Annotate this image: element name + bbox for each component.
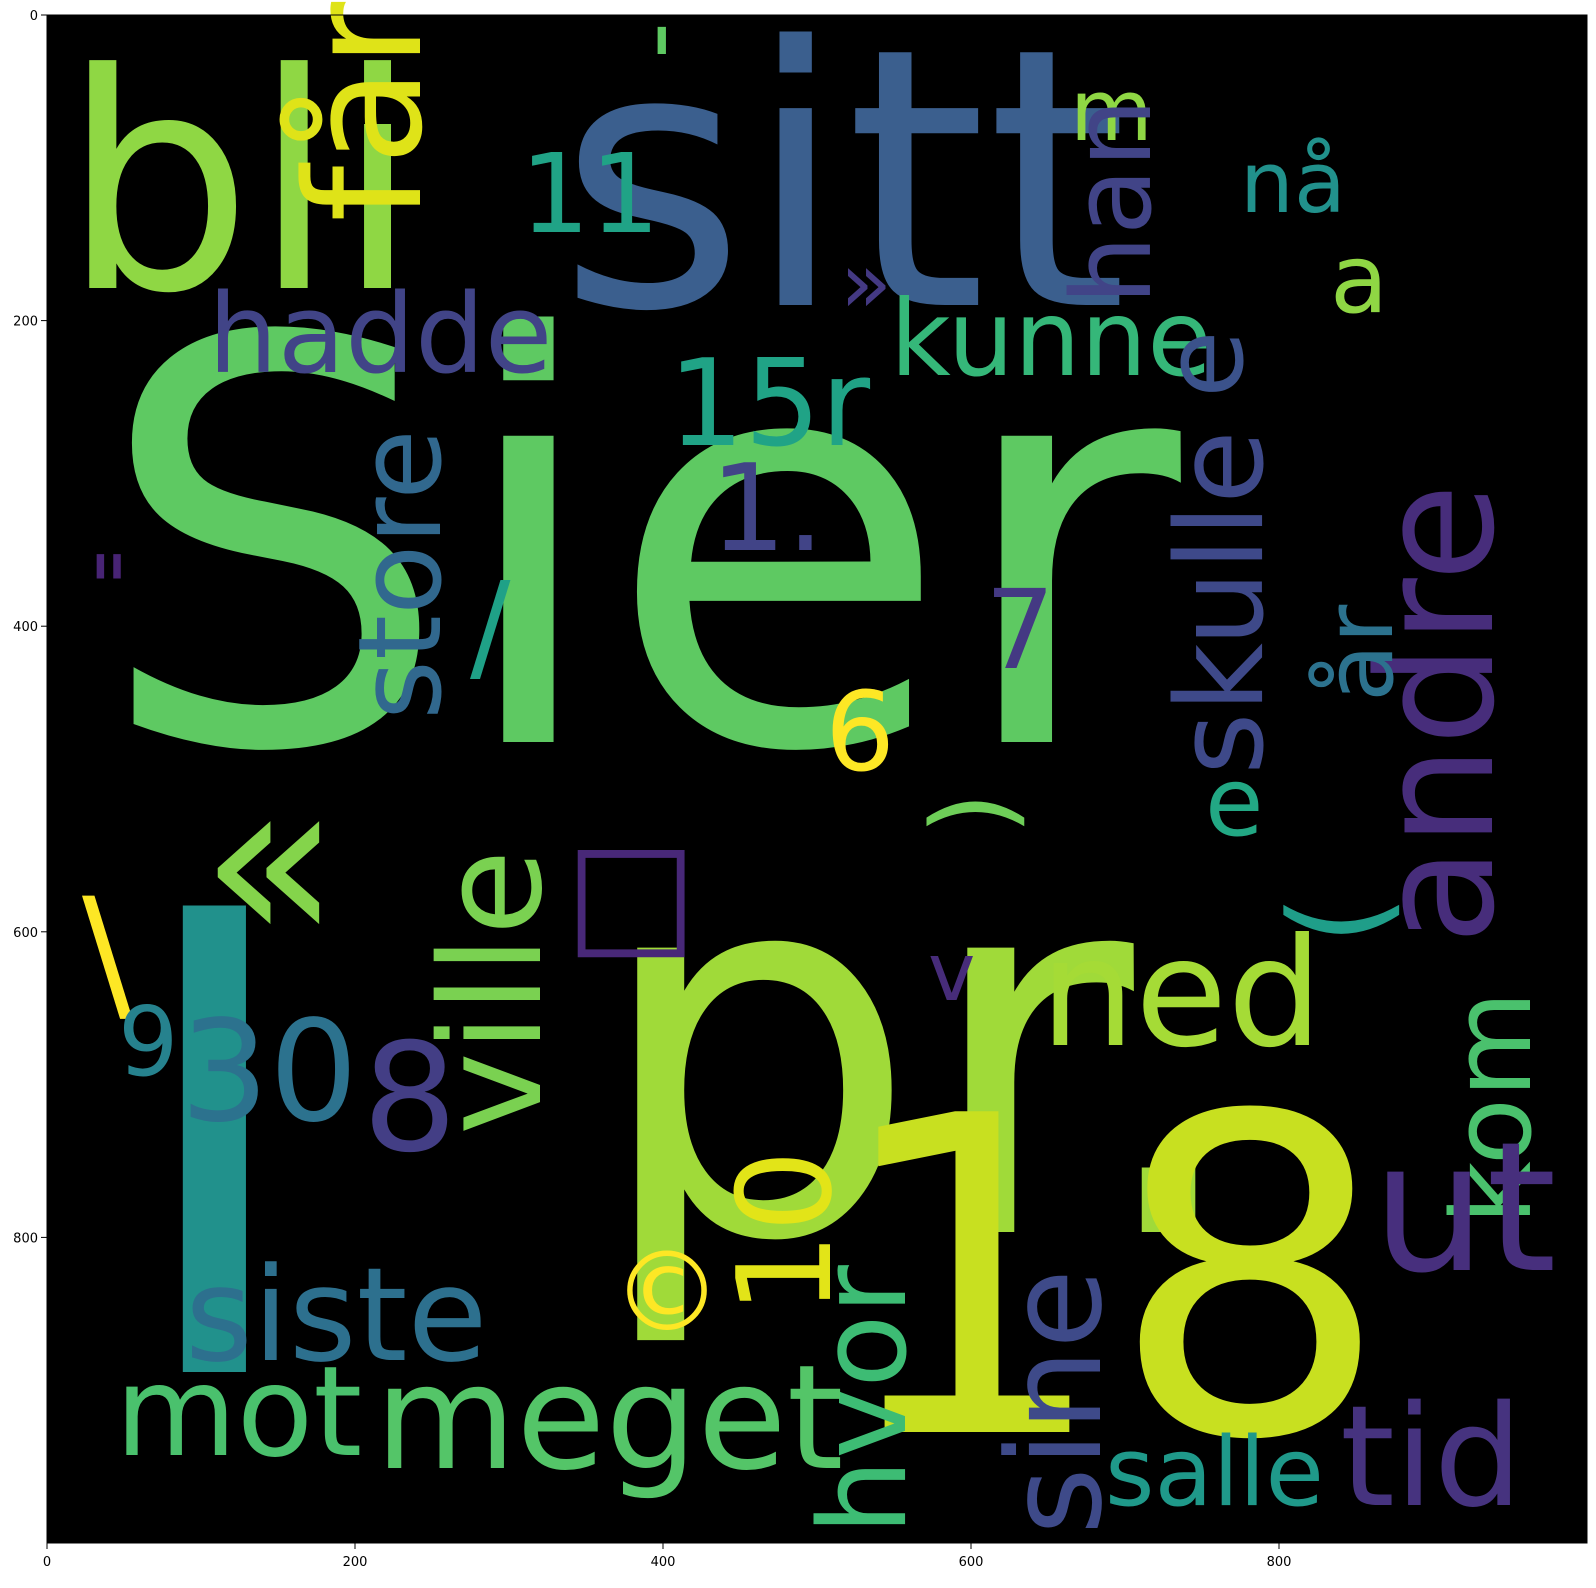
word-42: © [612,1228,722,1356]
word-28: e [1205,748,1263,858]
word-15: a [1330,225,1388,335]
word-48: tid [1340,1376,1523,1539]
word-10: får [271,2,458,222]
word-36: 9 [118,988,178,1098]
word-41: ut [1372,1104,1557,1313]
word-49: salle [1105,1418,1324,1528]
word-18: store [334,429,468,720]
word-47: meget [375,1334,844,1503]
y-tick-label: 0 [30,9,38,24]
word-9: 11 [520,130,660,258]
y-tick-label: 600 [13,926,38,941]
word-37: 30 [180,991,358,1154]
y-tick-label: 800 [13,1231,38,1246]
word-19: 1. [710,440,825,579]
word-16: » [840,234,892,333]
x-tick-label: 200 [343,1555,368,1570]
word-14: nå [1240,134,1346,233]
word-13: han [1048,98,1176,305]
word-2: bli [62,10,419,359]
word-44: sine [979,1269,1131,1535]
word-26: 6 [825,668,895,796]
x-tick-label: 400 [651,1555,676,1570]
word-33: ville [411,849,574,1135]
word-3: pr. [590,749,1251,1355]
x-tick-label: 0 [43,1555,51,1570]
word-34: v [928,926,975,1019]
word-11: ' [648,7,676,124]
word-25: 7 [985,566,1055,694]
word-20: skulle [1152,430,1291,775]
word-8: 15r [668,335,871,474]
word-40: 10 [709,1150,861,1315]
word-17: e [1140,330,1268,398]
y-axis: 0 200 400 600 800 [13,9,47,1246]
word-22: år [1305,604,1415,702]
word-29: « [200,728,341,995]
word-24: / [470,558,511,697]
word-6: hadde [208,270,552,398]
word-21: andre [1343,483,1530,945]
x-tick-label: 800 [1267,1555,1292,1570]
word-4: 18 [830,1024,1390,1536]
word-43: siste [185,1239,488,1391]
word-7: kunne [890,278,1212,400]
word-45: hvor [795,1265,934,1535]
word-38: 8 [362,1012,457,1186]
word-27: ) [908,792,1036,835]
word-32: □ [565,811,697,974]
plot-area [47,15,1587,1543]
word-12: m [1070,62,1153,161]
word-23: " [88,537,129,642]
x-tick-label: 600 [959,1555,984,1570]
word-0: Sier [95,223,1187,875]
word-1: sitt [558,0,1128,390]
word-46: mot [115,1340,362,1485]
word-39: kom [1428,991,1556,1225]
y-tick-label: 200 [13,315,38,330]
word-35: ned [1040,907,1323,1081]
word-31: \ [82,867,133,1041]
word-5: I [120,778,309,1523]
word-30: ( [1261,894,1413,945]
y-tick-label: 400 [13,620,38,635]
x-axis: 0 200 400 600 800 [43,1543,1292,1570]
